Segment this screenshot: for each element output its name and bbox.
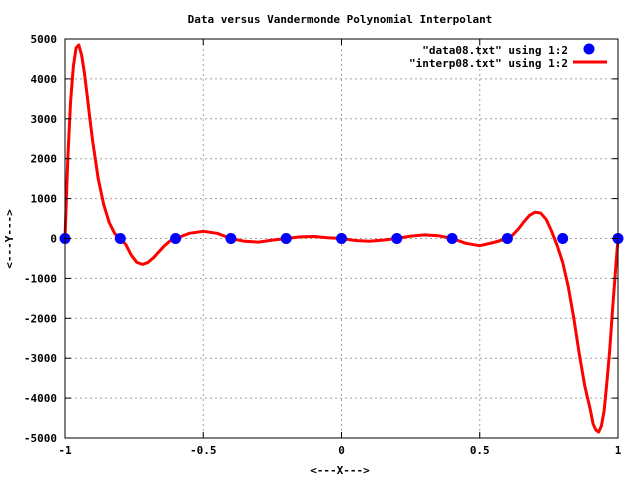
y-tick-label: -5000 xyxy=(24,432,57,445)
data-point xyxy=(446,233,458,244)
data-point xyxy=(391,233,403,244)
data-point xyxy=(225,233,237,244)
grid-lines xyxy=(65,39,618,438)
y-tick-label: 1000 xyxy=(31,193,58,206)
data-point xyxy=(557,233,569,244)
y-tick-label: -4000 xyxy=(24,392,57,405)
legend-label-data: "data08.txt" using 1:2 xyxy=(422,44,568,57)
data-point xyxy=(501,233,513,244)
x-tick-label: 0 xyxy=(338,444,345,457)
y-tick-label: 4000 xyxy=(31,73,58,86)
x-axis-label: <---X---> xyxy=(310,464,370,477)
y-tick-label: 3000 xyxy=(31,113,58,126)
y-tick-label: -2000 xyxy=(24,312,57,325)
chart-title: Data versus Vandermonde Polynomial Inter… xyxy=(188,13,493,26)
data-point xyxy=(336,233,347,244)
x-tick-label: 0.5 xyxy=(470,444,490,457)
y-tick-label: 5000 xyxy=(31,33,58,46)
data-point xyxy=(114,233,126,244)
y-tick-label: -1000 xyxy=(24,272,57,285)
x-tick-label: -0.5 xyxy=(190,444,217,457)
y-tick-label: 0 xyxy=(50,233,57,246)
legend-label-interp: "interp08.txt" using 1:2 xyxy=(409,57,568,70)
y-tick-label: -3000 xyxy=(24,352,57,365)
series-points xyxy=(59,233,624,244)
data-point xyxy=(170,233,182,244)
x-tick-label: -1 xyxy=(58,444,72,457)
axis-ticks: -5000 -4000 -3000 -2000 -1000 0 1000 2000 3000 40… xyxy=(24,33,622,457)
y-axis-label: <---Y---> xyxy=(3,209,16,269)
x-tick-label: 1 xyxy=(615,444,622,457)
data-point xyxy=(280,233,292,244)
legend-marker-data xyxy=(583,43,595,55)
y-tick-label: 2000 xyxy=(31,153,58,166)
legend: "data08.txt" using 1:2 "interp08.txt" us… xyxy=(409,43,607,70)
